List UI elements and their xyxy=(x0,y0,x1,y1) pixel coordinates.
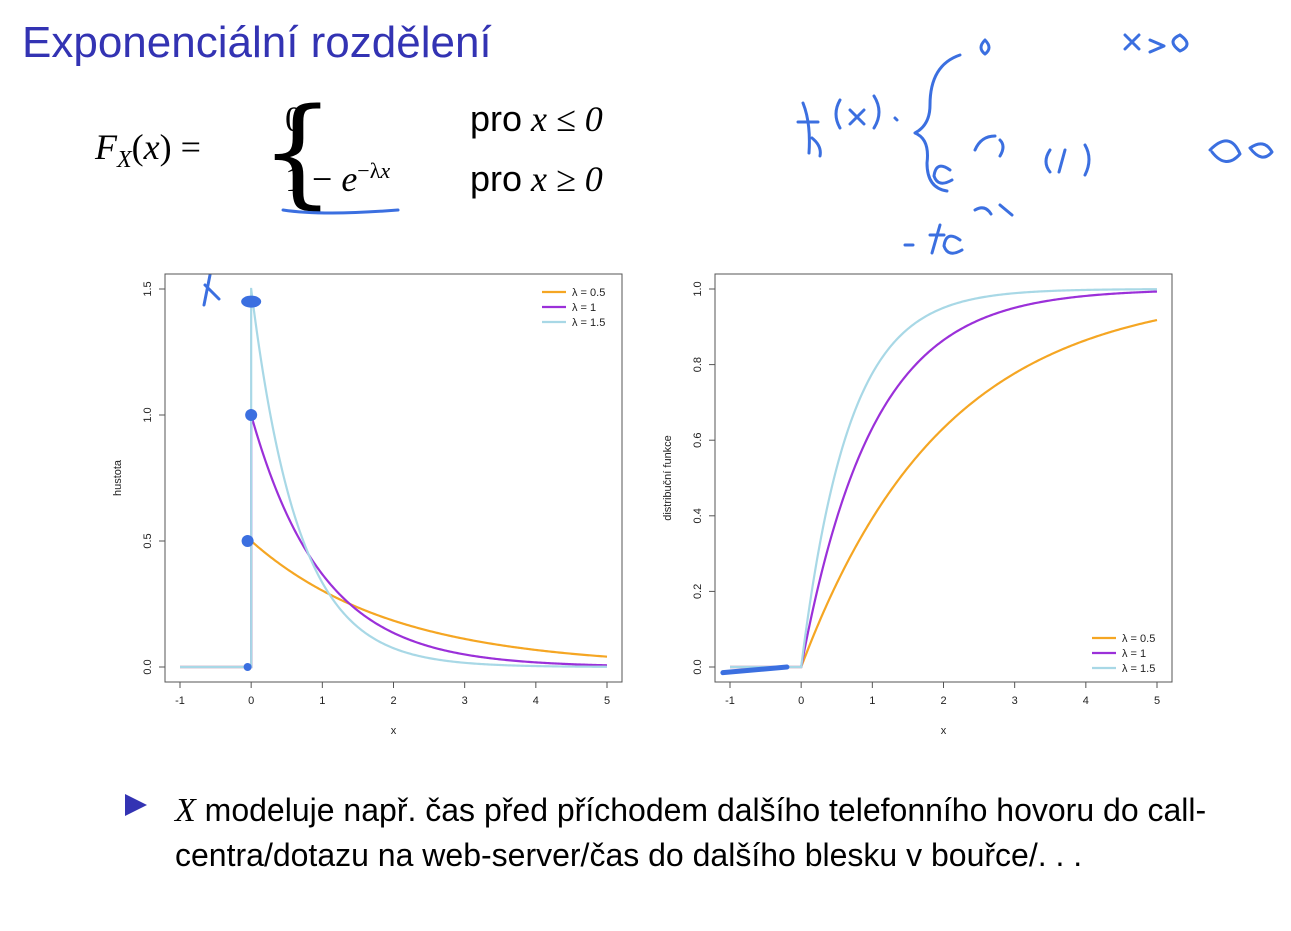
ink-neg-lambda xyxy=(1044,143,1091,177)
legend-label: λ = 1.5 xyxy=(1122,663,1155,675)
ink-zero xyxy=(979,38,991,56)
ink-dot-lambda xyxy=(241,295,262,308)
formula-lhs: FX(x) = xyxy=(95,127,201,174)
x-tick-label: -1 xyxy=(725,695,735,707)
ink-stroke-zero xyxy=(720,664,790,676)
series-line-3 xyxy=(730,288,1158,669)
bullet-text-block: X modeluje např. čas před příchodem dalš… xyxy=(175,788,1245,877)
formula-case2-value: 1 − e−λx xyxy=(285,158,391,199)
formula-brace: { xyxy=(260,82,336,220)
y-tick-label: 0.4 xyxy=(692,508,704,523)
ink-e-pow xyxy=(932,134,1005,185)
ink-brace xyxy=(913,53,962,193)
x-tick-label: 1 xyxy=(319,695,325,707)
formula-pro-1: pro xyxy=(470,98,523,139)
slide-title: Exponenciální rozdělení xyxy=(22,18,492,67)
series-line-2 xyxy=(730,290,1158,669)
ink-f xyxy=(796,101,822,158)
y-axis-label: hustota xyxy=(112,459,124,496)
legend-label: λ = 1.5 xyxy=(572,317,605,329)
y-tick-label: 0.5 xyxy=(142,533,154,548)
formula-case1-cond-text: x ≤ 0 xyxy=(531,99,603,139)
formula-pro-2: pro xyxy=(470,158,523,199)
ink-dot-0 xyxy=(243,663,252,671)
ink-cond-1 xyxy=(1123,33,1189,54)
ink-lambda-e xyxy=(903,203,1014,255)
ink-dot xyxy=(893,116,899,122)
ink-dot-05 xyxy=(241,535,254,547)
x-tick-label: 2 xyxy=(390,695,396,707)
x-tick-label: 5 xyxy=(1154,695,1160,707)
formula-case2-cond: pro x ≥ 0 xyxy=(470,158,603,200)
bullet-triangle-icon xyxy=(125,794,147,816)
y-tick-label: 0.6 xyxy=(692,433,704,448)
bullet-item: X modeluje např. čas před příchodem dalš… xyxy=(125,788,1245,877)
legend-label: λ = 1 xyxy=(1122,648,1146,660)
x-tick-label: 5 xyxy=(604,695,610,707)
y-axis-label: distribuční funkce xyxy=(662,435,674,521)
y-tick-label: 0.0 xyxy=(142,659,154,674)
x-tick-label: 0 xyxy=(248,695,254,707)
formula-case1-cond: pro x ≤ 0 xyxy=(470,98,603,140)
legend-label: λ = 0.5 xyxy=(572,287,605,299)
ink-x-paren xyxy=(834,94,881,130)
cdf-chart: -1 0 1 2 3 4 5 0.0 0.2 0.4 0.6 0.8 1.0 x distribuční f… xyxy=(662,273,1173,737)
cdf-formula: FX(x) = { 0 pro x ≤ 0 1 − e−λx pro x ≥ 0 xyxy=(95,92,655,226)
series-line-1 xyxy=(730,318,1158,669)
series-line-3 xyxy=(180,287,608,669)
x-tick-label: 4 xyxy=(1083,695,1089,707)
y-tick-label: 0.2 xyxy=(692,584,704,599)
y-tick-label: 0.0 xyxy=(692,659,704,674)
y-tick-label: 1.5 xyxy=(142,281,154,296)
bullet-variable: X xyxy=(175,792,196,829)
x-tick-label: 3 xyxy=(462,695,468,707)
y-tick-label: 1.0 xyxy=(142,407,154,422)
legend-label: λ = 0.5 xyxy=(1122,633,1155,645)
x-axis-label: x xyxy=(391,725,397,737)
x-tick-label: 2 xyxy=(940,695,946,707)
formula-case1-value: 0 xyxy=(285,99,303,139)
density-chart: -1 0 1 2 3 4 5 0.0 0.5 1.0 1.5 x hustota λ = 0.5 λ = 1… xyxy=(112,273,623,737)
ink-cond-2 xyxy=(1208,139,1274,163)
y-tick-label: 1.0 xyxy=(692,281,704,296)
x-tick-label: 0 xyxy=(798,695,804,707)
x-tick-label: 4 xyxy=(533,695,539,707)
legend-label: λ = 1 xyxy=(572,302,596,314)
ink-dot-1 xyxy=(245,409,258,421)
formula-case2-cond-text: x ≥ 0 xyxy=(531,159,603,199)
y-tick-label: 0.8 xyxy=(692,357,704,372)
bullet-text: modeluje např. čas před příchodem dalšíh… xyxy=(175,792,1207,873)
x-axis-label: x xyxy=(941,725,947,737)
x-tick-label: 3 xyxy=(1012,695,1018,707)
x-tick-label: 1 xyxy=(869,695,875,707)
x-tick-label: -1 xyxy=(175,695,185,707)
